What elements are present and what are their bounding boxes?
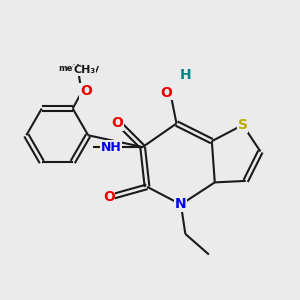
Text: S: S [238,118,248,132]
Text: N: N [175,197,187,212]
Text: H: H [179,68,191,82]
Text: methoxy: methoxy [58,64,99,73]
Text: O: O [80,84,92,98]
Text: O: O [160,85,172,100]
Text: CH₃: CH₃ [74,65,96,75]
Text: O: O [103,190,115,204]
Text: O: O [112,116,124,130]
Text: NH: NH [100,141,122,154]
